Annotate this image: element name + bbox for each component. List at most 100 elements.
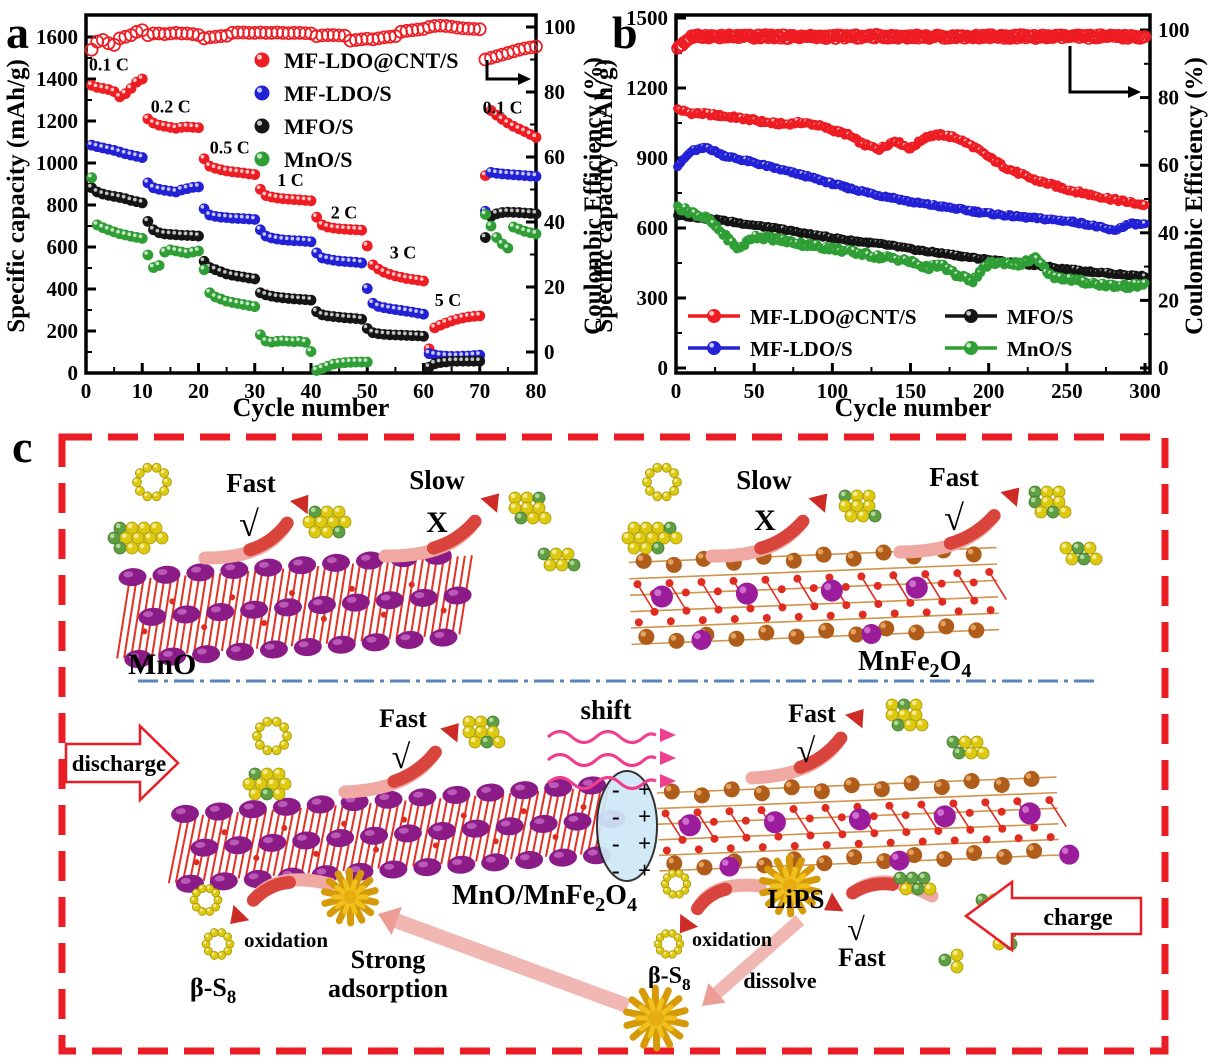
chart-a-legend: MF-LDO@CNT/S MF-LDO/S MFO/S MnO/S [254, 48, 458, 172]
beta-s8-ring-right-b [653, 929, 685, 959]
arrow-oxidation-left [230, 873, 337, 925]
svg-text:100: 100 [1158, 18, 1190, 42]
shift-label: shift [580, 695, 631, 725]
chart-a-series-MF-LDO-S [86, 139, 542, 362]
legend-item-b-1: MF-LDO/S [750, 337, 853, 361]
strong-adsorption-line2: adsorption [328, 974, 448, 1003]
shift-wave-1 [546, 728, 676, 745]
chart-b-series-MF-LDO-CNT-S [673, 104, 1150, 211]
heterointerface-ellipse: - +- +- +- + [596, 770, 658, 883]
cluster-tr-4 [1059, 541, 1103, 566]
mno-structure-bottom [167, 776, 626, 893]
svg-text:800: 800 [47, 193, 79, 217]
arrow-strong-adsorption [378, 906, 631, 1014]
cluster-tl-4 [537, 547, 581, 572]
arrow-slow-top-right [705, 493, 828, 563]
legend-item-a-0: MF-LDO@CNT/S [284, 48, 458, 73]
cluster-bottom-4 [946, 735, 990, 760]
panel-c-border [58, 433, 1169, 1055]
chart-b-ylabel-right: Coulombic Efficiency (%) [1181, 57, 1208, 335]
svg-text:300: 300 [1129, 379, 1161, 403]
svg-text:1400: 1400 [36, 67, 78, 91]
chart-b-series-MF-LDO-S [673, 142, 1150, 236]
chart-a-efficiency-arrow [485, 60, 531, 85]
rate-label-3: 1 C [277, 170, 304, 190]
check-bottom-left-icon: √ [392, 739, 411, 776]
svg-text:60: 60 [1158, 153, 1179, 177]
svg-text:1600: 1600 [36, 25, 78, 49]
chart-b-xlabel: Cycle number [835, 393, 992, 422]
svg-text:20: 20 [544, 275, 565, 299]
svg-text:40: 40 [544, 210, 565, 234]
rate-label-7: 0.1 C [483, 98, 523, 118]
svg-text:150: 150 [895, 379, 927, 403]
svg-text:60: 60 [413, 379, 434, 403]
legend-item-a-2: MFO/S [284, 114, 354, 139]
svg-text:1200: 1200 [626, 76, 668, 100]
s8-ring-top-left [132, 462, 172, 502]
svg-text:0: 0 [658, 356, 669, 380]
svg-text:10: 10 [132, 379, 153, 403]
svg-text:200: 200 [47, 319, 79, 343]
svg-text:50: 50 [357, 379, 378, 403]
mnfe2o4-structure-bottom [656, 770, 1080, 877]
chart-b-efficiency-points [671, 28, 1152, 55]
legend-item-a-3: MnO/S [284, 147, 352, 172]
svg-text:600: 600 [47, 235, 79, 259]
cluster-tr-2 [838, 489, 882, 523]
arrow-fast-bottom-left [338, 723, 459, 799]
svg-text:0: 0 [671, 379, 682, 403]
interface-minus-3: - [612, 858, 620, 883]
rate-label-5: 3 C [390, 243, 417, 263]
chart-a-ylabel-right: Coulombic Efficiency (%) [580, 57, 607, 335]
slow-top-right-label: Slow [736, 465, 792, 495]
fast-charge-side-label: Fast [838, 943, 886, 972]
svg-text:70: 70 [469, 379, 490, 403]
beta-s8-left-label: β-S8 [190, 973, 236, 1008]
chart-a-ylabel-left: Specific capacity (mAh/g) [3, 59, 30, 333]
legend-item-b-0: MF-LDO@CNT/S [750, 305, 917, 329]
legend-item-a-1: MF-LDO/S [284, 81, 392, 106]
chart-b-series-MnO-S [673, 201, 1150, 294]
svg-text:400: 400 [47, 277, 79, 301]
svg-text:1000: 1000 [36, 151, 78, 175]
check-top-right-icon: √ [944, 498, 964, 538]
check-charge-side-icon: √ [847, 911, 865, 947]
svg-text:20: 20 [188, 379, 209, 403]
chart-b-ylabel-left: Specific capacity (mAh/g) [591, 59, 618, 333]
legend-item-b-3: MnO/S [1007, 337, 1072, 361]
oxidation-right-label: oxidation [692, 929, 772, 951]
slow-top-left-label: Slow [409, 465, 465, 495]
arrow-oxidation-right [679, 878, 767, 934]
chart-a-series-MnO-S [86, 172, 542, 376]
beta-s8-right-label: β-S8 [648, 963, 691, 994]
arrow-fast-top-right [893, 487, 1020, 559]
beta-s8-ring-left-a [189, 884, 223, 916]
interface-minus-2: - [612, 831, 620, 856]
svg-text:40: 40 [1158, 221, 1179, 245]
svg-text:60: 60 [544, 145, 565, 169]
shift-wave-2 [546, 751, 676, 768]
chart-a: 0 10 20 30 40 50 60 70 8002004006008001000120014… [36, 13, 576, 403]
check-top-left-icon: √ [239, 504, 259, 544]
panel-c-art: - +- +- +- + [58, 433, 1169, 1055]
svg-text:30: 30 [244, 379, 265, 403]
svg-text:1200: 1200 [36, 109, 78, 133]
discharge-label: discharge [72, 751, 167, 776]
cluster-tr-1 [621, 521, 683, 555]
chart-a-efficiency-points [84, 18, 543, 67]
mnfe2o4-label: MnFe2O4 [858, 646, 971, 682]
shift-wave-3 [546, 774, 676, 791]
svg-text:80: 80 [1158, 86, 1179, 110]
svg-text:50: 50 [744, 379, 765, 403]
chart-a-rate-labels: 0.1 C 0.2 C 0.5 C 1 C 2 C 3 C 5 C 0.1 C [89, 55, 523, 311]
beta-s8-ring-right-a [660, 869, 692, 899]
svg-text:0: 0 [81, 379, 92, 403]
strong-adsorption-line1: Strong [351, 945, 426, 974]
rate-label-2: 0.5 C [210, 138, 250, 158]
interface-plus-2: + [638, 831, 651, 856]
svg-text:600: 600 [637, 216, 669, 240]
chart-a-series-MF-LDO-CNT-S [86, 73, 542, 355]
s8-ring-top-right [642, 462, 682, 502]
